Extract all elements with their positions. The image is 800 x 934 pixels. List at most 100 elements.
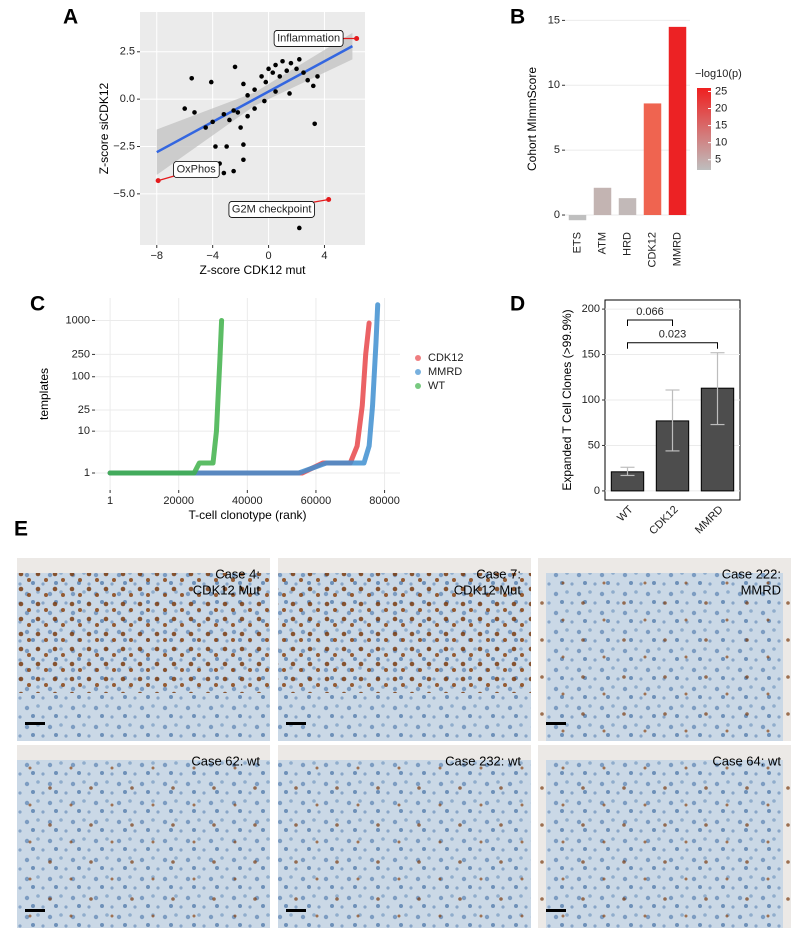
stain: [17, 760, 270, 928]
confidence-band: [156, 32, 353, 175]
x-tick-label: −4: [206, 250, 219, 262]
point: [182, 106, 188, 111]
scale-bar: [25, 722, 45, 725]
point: [252, 106, 257, 111]
y-tick-label: 0: [594, 485, 600, 497]
y-tick-label: −5.0: [113, 188, 135, 200]
image-label: Case 222:: [722, 566, 781, 581]
scale-bar: [286, 909, 306, 912]
p-value: 0.023: [659, 329, 687, 341]
point: [310, 83, 316, 89]
x-tick-label: 0: [266, 250, 272, 262]
point: [297, 57, 302, 62]
x-tick-label: 4: [321, 250, 327, 262]
point: [221, 170, 227, 176]
x-tick-label: −8: [150, 250, 163, 262]
x-tick-label: 40000: [232, 495, 263, 507]
y-tick-label: 10: [548, 79, 560, 91]
y-tick-label: 50: [588, 439, 600, 451]
image-label: CDK12 Mut: [193, 582, 261, 597]
bar: [618, 198, 637, 216]
annotation: G2M checkpoint: [232, 203, 311, 215]
point: [284, 68, 290, 74]
fit-line: [156, 44, 354, 154]
image-label: CDK12 Mut: [454, 582, 522, 597]
point: [263, 79, 269, 85]
point: [203, 125, 208, 130]
point: [301, 70, 306, 75]
y-tick-label: 1000: [66, 314, 90, 326]
point: [277, 74, 283, 79]
annotation-box: [273, 30, 344, 47]
legend-label: MMRD: [428, 366, 462, 378]
legend-label: CDK12: [428, 352, 463, 364]
x-axis-label: Z-score CDK12 mut: [199, 263, 306, 277]
stain: [278, 760, 531, 928]
point: [270, 70, 276, 75]
colorbar: [697, 88, 711, 170]
y-axis-label: Cohort MImmScore: [525, 67, 539, 171]
x-tick-label: WT: [615, 503, 636, 524]
scale-bar: [546, 722, 566, 725]
y-axis-label: templates: [37, 368, 51, 420]
annotation-box: [173, 161, 220, 178]
legend-key: [415, 355, 421, 361]
annotation-point: [354, 36, 360, 42]
y-tick-label: 100: [582, 394, 600, 406]
series-points: [107, 317, 225, 476]
bracket: [627, 342, 718, 349]
y-tick-label: 10: [78, 425, 90, 437]
annotation-box: [228, 201, 315, 218]
y-tick-label: 15: [548, 14, 560, 26]
bracket: [627, 319, 673, 326]
panel-letter: C: [30, 293, 45, 316]
x-tick-label: 80000: [369, 495, 400, 507]
x-tick-label: 1: [107, 495, 113, 507]
panel-letter: E: [14, 518, 28, 541]
colorbar-label: 5: [715, 154, 721, 166]
stain: [278, 573, 531, 693]
annotation: OxPhos: [177, 163, 217, 175]
image-label: Case 4:: [215, 566, 260, 581]
point: [238, 125, 243, 130]
point: [273, 89, 278, 94]
series-points: [107, 302, 381, 476]
point: [192, 110, 197, 115]
stain: [538, 573, 791, 741]
y-tick-label: −2.5: [113, 140, 135, 152]
y-tick-label: 100: [72, 371, 90, 383]
y-tick-label: 2.5: [120, 46, 135, 58]
y-tick-label: 5: [554, 144, 560, 156]
x-tick-label: 60000: [301, 495, 332, 507]
scale-bar: [286, 722, 306, 725]
panel-letter: B: [510, 6, 525, 29]
point: [288, 60, 294, 66]
legend-title: −log10(p): [695, 68, 742, 80]
bar: [593, 187, 612, 216]
colorbar-label: 10: [715, 137, 727, 149]
x-tick-label: 20000: [163, 495, 194, 507]
annotation-point: [155, 178, 161, 184]
image-label: Case 7:: [476, 566, 521, 581]
point: [210, 119, 215, 125]
bar: [568, 215, 587, 221]
point: [208, 79, 214, 85]
point: [241, 157, 246, 163]
bar: [668, 26, 687, 216]
image-label: Case 232: wt: [445, 753, 521, 768]
point: [287, 91, 292, 96]
point: [241, 81, 246, 87]
legend-label: WT: [428, 380, 445, 392]
x-axis-label: T-cell clonotype (rank): [188, 508, 306, 522]
x-tick-label: MMRD: [671, 232, 683, 266]
legend-key: [415, 383, 421, 389]
image-label: MMRD: [741, 582, 781, 597]
x-tick-label: MMRD: [693, 504, 726, 537]
y-tick-label: 0.0: [120, 93, 135, 105]
y-tick-label: 25: [78, 404, 90, 416]
y-tick-label: 0: [554, 209, 560, 221]
point: [262, 98, 267, 104]
y-axis-label: Z-score siCDK12: [97, 83, 111, 175]
x-tick-label: ATM: [596, 232, 608, 254]
